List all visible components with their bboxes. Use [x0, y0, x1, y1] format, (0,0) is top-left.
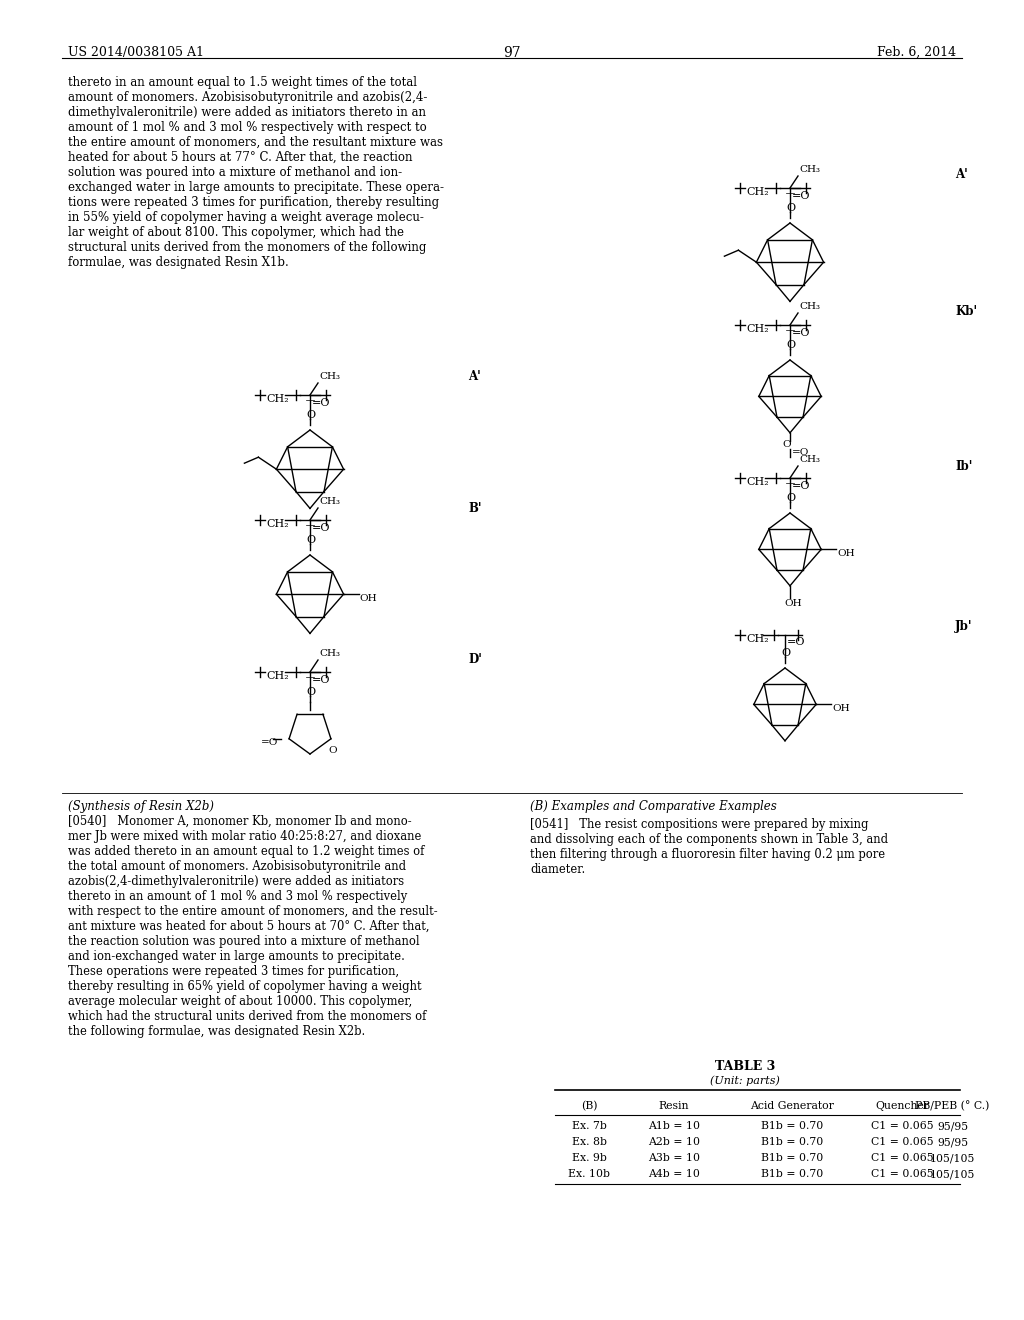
Text: D': D': [468, 653, 482, 667]
Text: O: O: [782, 441, 791, 449]
Text: O: O: [786, 341, 795, 350]
Text: O: O: [306, 686, 315, 697]
Text: CH₃: CH₃: [319, 649, 340, 657]
Text: =O: =O: [792, 449, 809, 457]
Text: O: O: [306, 411, 315, 420]
Text: CH₂: CH₂: [266, 671, 289, 681]
Text: A': A': [955, 168, 968, 181]
Text: B1b = 0.70: B1b = 0.70: [762, 1121, 823, 1131]
Text: OH: OH: [838, 549, 855, 558]
Text: B': B': [468, 502, 481, 515]
Text: =O: =O: [312, 399, 331, 408]
Text: A1b = 10: A1b = 10: [648, 1121, 700, 1131]
Text: OH: OH: [833, 704, 850, 713]
Text: CH₃: CH₃: [319, 372, 340, 381]
Text: Acid Generator: Acid Generator: [751, 1101, 835, 1111]
Text: PB/PEB (° C.): PB/PEB (° C.): [915, 1101, 989, 1111]
Text: CH₂: CH₂: [266, 519, 289, 529]
Text: CH₃: CH₃: [799, 455, 820, 465]
Text: =O: =O: [261, 738, 279, 747]
Text: CH₂: CH₂: [746, 477, 769, 487]
Text: C1 = 0.065: C1 = 0.065: [871, 1138, 934, 1147]
Text: CH₂: CH₂: [746, 187, 769, 197]
Text: O: O: [306, 535, 315, 545]
Text: 97: 97: [503, 46, 521, 59]
Text: (B) Examples and Comparative Examples: (B) Examples and Comparative Examples: [530, 800, 777, 813]
Text: O: O: [329, 746, 337, 755]
Text: A3b = 10: A3b = 10: [648, 1154, 700, 1163]
Text: TABLE 3: TABLE 3: [715, 1060, 775, 1073]
Text: B1b = 0.70: B1b = 0.70: [762, 1170, 823, 1179]
Text: A2b = 10: A2b = 10: [648, 1138, 700, 1147]
Text: Ib': Ib': [955, 459, 973, 473]
Text: CH₂: CH₂: [266, 393, 289, 404]
Text: 95/95: 95/95: [937, 1121, 968, 1131]
Text: O: O: [781, 648, 791, 657]
Text: A': A': [468, 370, 480, 383]
Text: =O: =O: [312, 523, 331, 533]
Text: CH₃: CH₃: [799, 302, 820, 312]
Text: Resin: Resin: [658, 1101, 689, 1111]
Text: 95/95: 95/95: [937, 1138, 968, 1147]
Text: US 2014/0038105 A1: US 2014/0038105 A1: [68, 46, 204, 59]
Text: (Unit: parts): (Unit: parts): [710, 1074, 780, 1085]
Text: thereto in an amount equal to 1.5 weight times of the total
amount of monomers. : thereto in an amount equal to 1.5 weight…: [68, 77, 444, 269]
Text: =O: =O: [792, 191, 811, 201]
Text: O: O: [786, 203, 795, 213]
Text: =O: =O: [787, 638, 806, 647]
Text: Feb. 6, 2014: Feb. 6, 2014: [877, 46, 956, 59]
Text: OH: OH: [359, 594, 377, 603]
Text: C1 = 0.065: C1 = 0.065: [871, 1154, 934, 1163]
Text: CH₂: CH₂: [746, 634, 769, 644]
Text: A4b = 10: A4b = 10: [648, 1170, 700, 1179]
Text: Ex. 10b: Ex. 10b: [568, 1170, 610, 1179]
Text: [0541]   The resist compositions were prepared by mixing
and dissolving each of : [0541] The resist compositions were prep…: [530, 818, 888, 876]
Text: (B): (B): [581, 1101, 597, 1111]
Text: =O: =O: [312, 675, 331, 685]
Text: Ex. 9b: Ex. 9b: [571, 1154, 606, 1163]
Text: Jb': Jb': [955, 620, 973, 634]
Text: =O: =O: [792, 480, 811, 491]
Text: C1 = 0.065: C1 = 0.065: [871, 1121, 934, 1131]
Text: Quencher: Quencher: [876, 1101, 930, 1111]
Text: Ex. 7b: Ex. 7b: [571, 1121, 606, 1131]
Text: B1b = 0.70: B1b = 0.70: [762, 1154, 823, 1163]
Text: B1b = 0.70: B1b = 0.70: [762, 1138, 823, 1147]
Text: [0540]   Monomer A, monomer Kb, monomer Ib and mono-
mer Jb were mixed with mola: [0540] Monomer A, monomer Kb, monomer Ib…: [68, 814, 437, 1038]
Text: CH₃: CH₃: [319, 498, 340, 506]
Text: CH₃: CH₃: [799, 165, 820, 174]
Text: CH₂: CH₂: [746, 323, 769, 334]
Text: 105/105: 105/105: [930, 1154, 975, 1163]
Text: =O: =O: [792, 327, 811, 338]
Text: 105/105: 105/105: [930, 1170, 975, 1179]
Text: (Synthesis of Resin X2b): (Synthesis of Resin X2b): [68, 800, 214, 813]
Text: O: O: [786, 492, 795, 503]
Text: C1 = 0.065: C1 = 0.065: [871, 1170, 934, 1179]
Text: OH: OH: [784, 599, 802, 609]
Text: Ex. 8b: Ex. 8b: [571, 1138, 606, 1147]
Text: Kb': Kb': [955, 305, 977, 318]
